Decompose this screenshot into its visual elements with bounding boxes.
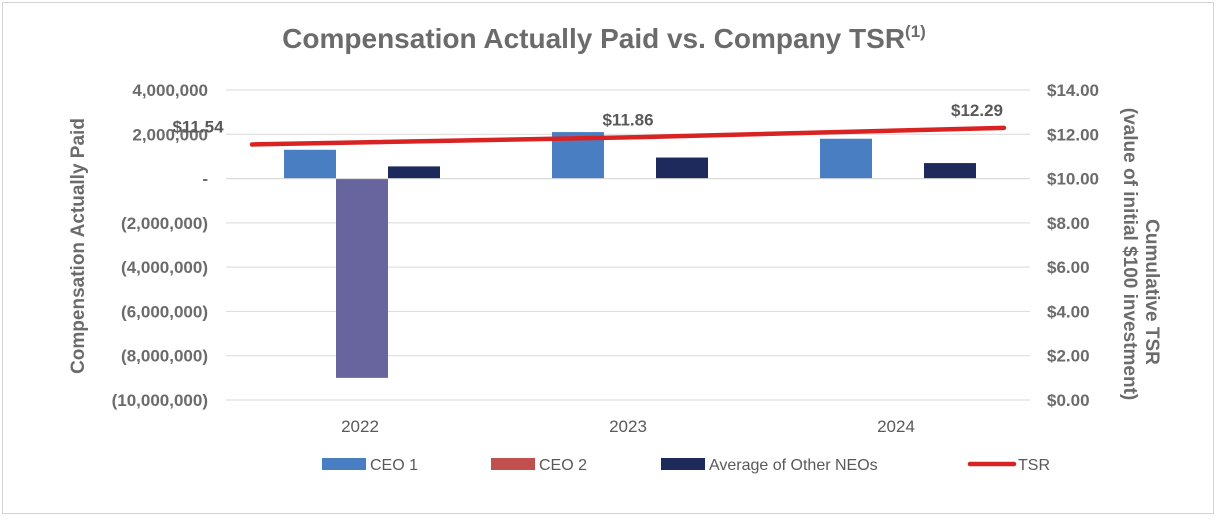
chart-title: Compensation Actually Paid vs. Company T… bbox=[282, 22, 926, 54]
right-tick-label: $6.00 bbox=[1047, 258, 1090, 277]
chart-title-superscript: (1) bbox=[905, 22, 926, 41]
right-tick-label: $14.00 bbox=[1047, 81, 1099, 100]
category-labels: 2022 2023 2024 bbox=[341, 417, 915, 436]
tsr-data-label: $12.29 bbox=[951, 101, 1003, 120]
category-label: 2023 bbox=[609, 417, 647, 436]
left-tick-label: (8,000,000) bbox=[121, 347, 208, 366]
right-tick-label: $2.00 bbox=[1047, 347, 1090, 366]
legend-swatch-ceo-2 bbox=[491, 458, 535, 470]
bar-ceo-2-2022 bbox=[336, 178, 388, 378]
tsr-line bbox=[249, 125, 1007, 147]
bars bbox=[226, 132, 1030, 378]
legend-swatch-average-of-other-neos bbox=[661, 458, 705, 470]
legend-label-average-of-other-neos: Average of Other NEOs bbox=[709, 457, 878, 474]
legend-label-ceo-1: CEO 1 bbox=[370, 457, 418, 474]
left-tick-label: - bbox=[202, 170, 208, 189]
right-axis-label-line2: (value of initial $100 investment) bbox=[1119, 108, 1140, 400]
left-tick-label: (4,000,000) bbox=[121, 258, 208, 277]
bar-average-of-other-neos-2023 bbox=[656, 157, 708, 179]
bar-ceo-1-2022 bbox=[284, 149, 336, 179]
legend-label-ceo-2: CEO 2 bbox=[539, 457, 587, 474]
legend-label-tsr: TSR bbox=[1018, 457, 1050, 474]
right-axis-label-line1: Cumulative TSR bbox=[1141, 219, 1162, 365]
right-tick-label: $8.00 bbox=[1047, 214, 1090, 233]
left-axis-ticks: 4,000,000 2,000,000 - (2,000,000) (4,000,000… bbox=[112, 81, 208, 410]
left-axis-label: Compensation Actually Paid bbox=[68, 118, 89, 374]
right-axis-ticks: $14.00 $12.00 $10.00 $8.00 $6.00 $4.00 $2.00 $0… bbox=[1047, 81, 1099, 410]
left-tick-label: (10,000,000) bbox=[112, 391, 208, 410]
chart-frame bbox=[2, 2, 1214, 514]
right-tick-label: $10.00 bbox=[1047, 170, 1099, 189]
right-tick-label: $4.00 bbox=[1047, 302, 1090, 321]
left-tick-label: 4,000,000 bbox=[132, 81, 208, 100]
right-tick-label: $12.00 bbox=[1047, 125, 1099, 144]
left-tick-label: (6,000,000) bbox=[121, 302, 208, 321]
bar-average-of-other-neos-2024 bbox=[924, 163, 976, 179]
tsr-line-layer: $11.54 $11.86 $12.29 bbox=[172, 101, 1007, 147]
left-tick-label: (2,000,000) bbox=[121, 214, 208, 233]
bar-ceo-1-2024 bbox=[820, 138, 872, 179]
tsr-data-label: $11.86 bbox=[602, 110, 653, 129]
category-label: 2024 bbox=[877, 417, 915, 436]
bar-average-of-other-neos-2022 bbox=[388, 166, 440, 179]
category-label: 2022 bbox=[341, 417, 379, 436]
legend: CEO 1 CEO 2 Average of Other NEOs TSR bbox=[322, 457, 1050, 474]
right-tick-label: $0.00 bbox=[1047, 391, 1090, 410]
left-tick-label: 2,000,000 bbox=[132, 125, 208, 144]
legend-swatch-ceo-1 bbox=[322, 458, 366, 470]
tsr-data-label: $11.54 bbox=[172, 117, 224, 136]
